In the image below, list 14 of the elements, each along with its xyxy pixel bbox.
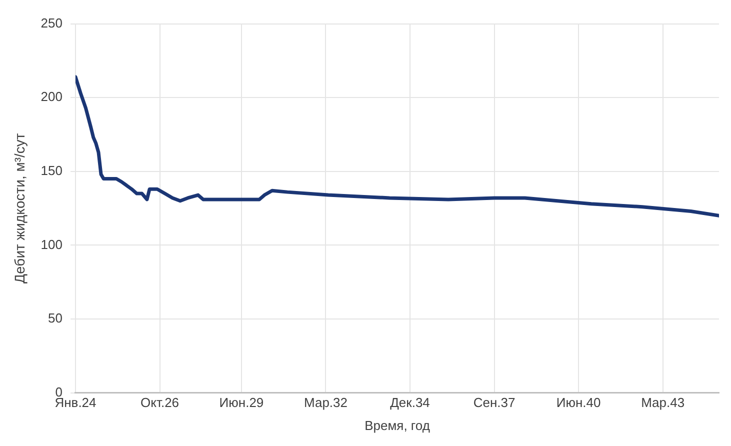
y-tick-label: 100: [40, 236, 62, 252]
x-tick-label: Сен.37: [473, 395, 516, 410]
x-tick-label: Дек.34: [390, 395, 430, 410]
y-tick-label: 150: [40, 162, 62, 178]
x-tick-label: Июн.29: [219, 395, 264, 410]
y-tick-label: 250: [40, 15, 62, 30]
x-tick-label: Мар.32: [304, 395, 348, 410]
y-tick-label: 200: [40, 89, 62, 104]
y-tick-label: 50: [48, 310, 62, 326]
y-axis-title: Дебит жидкости, м³/сут: [11, 132, 28, 284]
x-tick-label: Окт.26: [140, 395, 180, 410]
x-tick-label: Июн.40: [556, 395, 601, 410]
x-axis-title: Время, год: [364, 418, 430, 433]
x-tick-label: Мар.43: [641, 395, 685, 410]
